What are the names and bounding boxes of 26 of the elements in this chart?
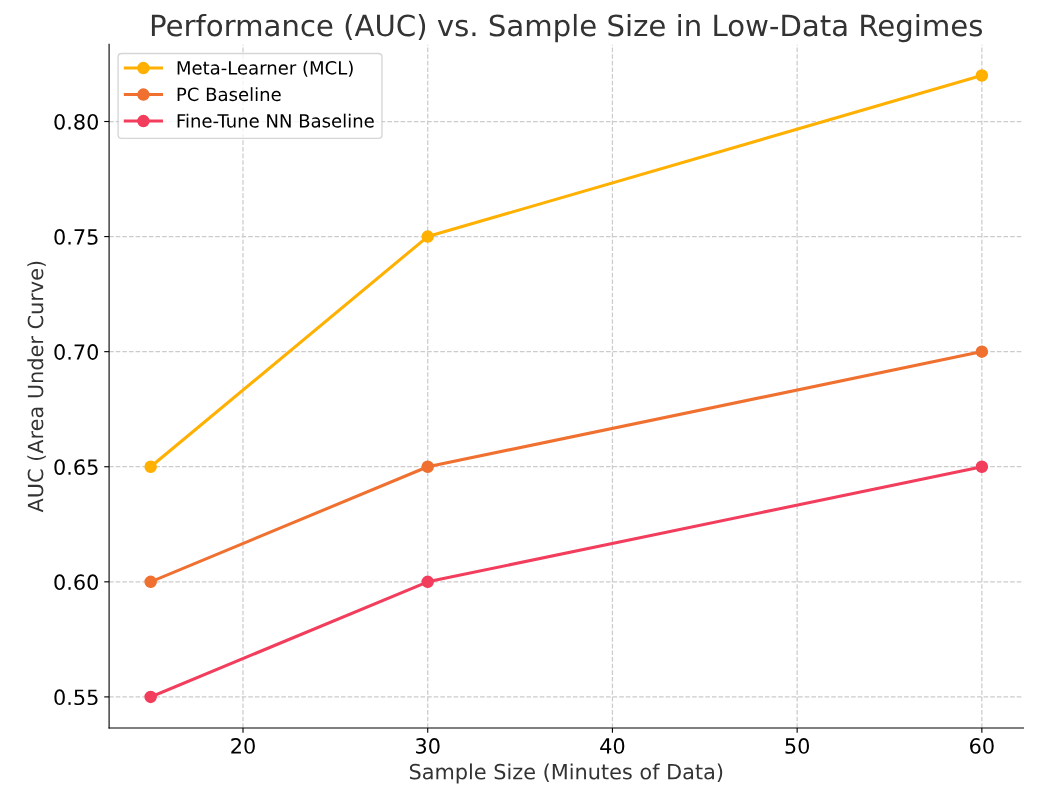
legend-label: PC Baseline bbox=[177, 87, 281, 102]
point bbox=[421, 230, 434, 243]
legend-label: Meta-Learner (MCL) bbox=[177, 60, 353, 77]
x-tick-label: 40 bbox=[600, 738, 625, 754]
y-tick-label: 0.80 bbox=[54, 113, 98, 130]
point bbox=[421, 460, 434, 473]
point bbox=[144, 575, 157, 589]
x-tick-label: 60 bbox=[970, 738, 994, 754]
x-tick-label: 50 bbox=[785, 738, 810, 754]
y-tick-label: 0.75 bbox=[54, 229, 98, 245]
point bbox=[144, 690, 157, 704]
y-tick-label: 0.55 bbox=[54, 689, 98, 706]
y-tick-label: 0.60 bbox=[54, 574, 98, 591]
y-axis-title: AUC (Area Under Curve) bbox=[27, 261, 46, 513]
point bbox=[144, 460, 157, 473]
y-tick-label: 0.65 bbox=[54, 459, 98, 475]
x-axis-title: Sample Size (Minutes of Data) bbox=[409, 763, 723, 784]
point bbox=[421, 575, 434, 589]
y-tick-label: 0.70 bbox=[54, 344, 98, 360]
point bbox=[975, 69, 989, 82]
x-tick-label: 30 bbox=[416, 738, 440, 754]
x-tick-label: 20 bbox=[231, 738, 255, 754]
point bbox=[975, 460, 989, 473]
point bbox=[975, 345, 989, 358]
legend-label: Fine-Tune NN Baseline bbox=[177, 113, 374, 128]
chart-title: Performance (AUC) vs. Sample Size in Low-Data Regimes bbox=[151, 13, 983, 43]
